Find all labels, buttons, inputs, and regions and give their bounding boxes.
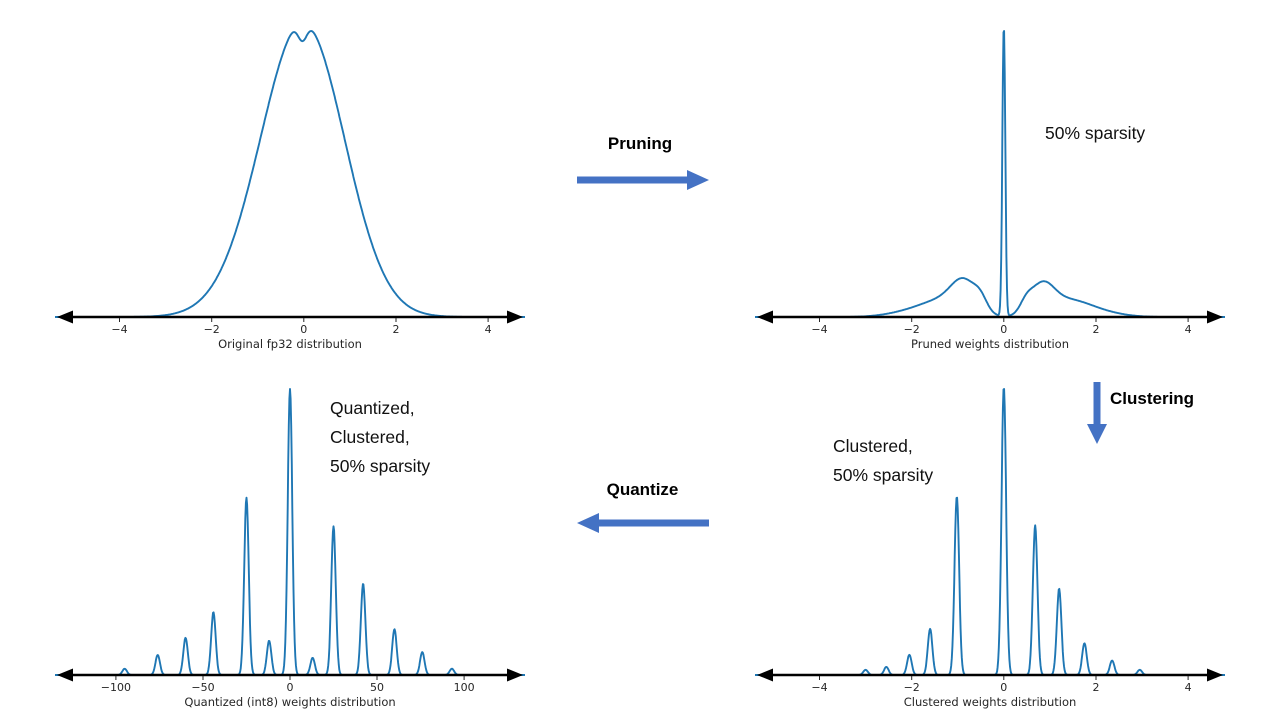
x-tick-label: 0 <box>1000 323 1007 336</box>
plot-title-quantized: Quantized (int8) weights distribution <box>184 695 396 709</box>
x-tick-label: 4 <box>485 323 492 336</box>
quantize-arrow <box>577 513 709 533</box>
density-curve <box>55 388 525 676</box>
x-tick-label: −4 <box>111 323 127 336</box>
plot-canvas-original: −4 −2 0 2 4 <box>55 30 525 336</box>
annotation-quantized: Quantized, Clustered, 50% sparsity <box>330 394 430 481</box>
x-tick-label: 2 <box>393 323 400 336</box>
x-tick-label: −2 <box>904 681 920 694</box>
pruning-label: Pruning <box>607 134 673 153</box>
plot-canvas-quantized: −100 −50 0 50 100 <box>55 388 525 694</box>
axis-arrow-right <box>1207 310 1223 324</box>
x-tick-label: 100 <box>454 681 475 694</box>
x-tick-label: −2 <box>204 323 220 336</box>
x-tick-label: −4 <box>811 323 827 336</box>
density-curve <box>55 30 525 318</box>
plot-title-original: Original fp32 distribution <box>218 337 362 351</box>
annotation-quantized-line3: 50% sparsity <box>330 456 431 476</box>
axis-arrow-right <box>1207 668 1223 682</box>
x-tick-label: 0 <box>300 323 307 336</box>
axis-arrow-left <box>57 668 73 682</box>
axis-arrow-left <box>757 310 773 324</box>
x-tick-label: 4 <box>1185 323 1192 336</box>
axis-arrow-left <box>57 310 73 324</box>
plot-pruned-weights: −4 −2 0 2 4 Pruned weights distribution <box>755 25 1225 365</box>
x-tick-label: 50 <box>370 681 384 694</box>
x-tick-label: 4 <box>1185 681 1192 694</box>
annotation-clustered: Clustered, 50% sparsity <box>833 432 933 490</box>
x-tick-label: 2 <box>1093 323 1100 336</box>
annotation-quantized-line1: Quantized, <box>330 398 415 418</box>
x-tick-label: −50 <box>191 681 214 694</box>
plot-original-fp32: −4 −2 0 2 4 Original fp32 distribution <box>55 25 525 365</box>
density-curve <box>755 30 1225 318</box>
axis-arrow-right <box>507 310 523 324</box>
plot-canvas-clustered: −4 −2 0 2 4 <box>755 388 1225 694</box>
pruning-arrow-head <box>687 170 709 190</box>
x-tick-label: −4 <box>811 681 827 694</box>
annotation-clustered-line2: 50% sparsity <box>833 465 934 485</box>
x-tick-label: −100 <box>101 681 131 694</box>
axis-arrow-left <box>757 668 773 682</box>
x-tick-label: 2 <box>1093 681 1100 694</box>
quantize-arrow-head <box>577 513 599 533</box>
annotation-clustered-line1: Clustered, <box>833 436 913 456</box>
plot-title-clustered: Clustered weights distribution <box>903 695 1077 709</box>
clustering-arrow <box>1087 382 1107 444</box>
plot-canvas-pruned: −4 −2 0 2 4 <box>755 30 1225 336</box>
clustering-arrow-head <box>1087 424 1107 444</box>
axis-arrow-right <box>507 668 523 682</box>
plot-clustered-weights: −4 −2 0 2 4 Clustered weights distribution <box>755 383 1225 720</box>
annotation-pruned-sparsity: 50% sparsity <box>1045 123 1146 143</box>
pruning-arrow <box>577 170 709 190</box>
x-tick-label: 0 <box>1000 681 1007 694</box>
quantize-label: Quantize <box>606 480 679 499</box>
plot-quantized-int8: −100 −50 0 50 100 Quantized (int8) weights d… <box>55 383 525 720</box>
clustering-label: Clustering <box>1110 389 1195 408</box>
x-tick-label: −2 <box>904 323 920 336</box>
density-curve <box>755 388 1225 676</box>
annotation-quantized-line2: Clustered, <box>330 427 410 447</box>
plot-title-pruned: Pruned weights distribution <box>910 337 1070 351</box>
x-tick-label: 0 <box>287 681 294 694</box>
